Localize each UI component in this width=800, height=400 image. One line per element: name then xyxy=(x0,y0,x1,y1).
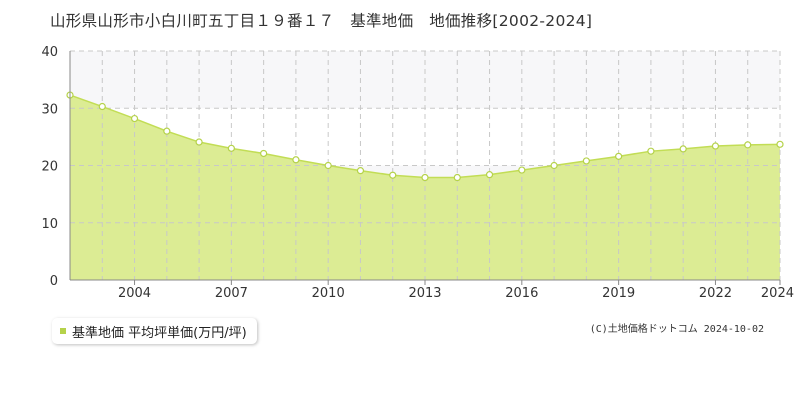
data-point xyxy=(582,157,590,165)
x-tick-label: 2004 xyxy=(118,286,151,301)
x-tick-label: 2019 xyxy=(602,286,635,301)
data-point xyxy=(453,173,461,182)
x-tick-label: 2016 xyxy=(505,286,538,301)
data-point xyxy=(98,102,106,111)
legend-label: 基準地価 平均坪単価(万円/坪) xyxy=(72,325,247,341)
data-point xyxy=(195,138,203,146)
y-tick-label: 0 xyxy=(50,274,58,289)
data-point xyxy=(421,173,429,182)
data-point xyxy=(647,147,655,155)
data-point xyxy=(550,161,558,170)
y-tick-label: 20 xyxy=(41,160,58,175)
data-point xyxy=(260,149,268,158)
data-point xyxy=(292,156,300,164)
legend-swatch xyxy=(60,328,66,334)
x-tick-label: 2024 xyxy=(761,286,794,301)
data-point xyxy=(711,142,720,150)
data-point xyxy=(324,161,332,170)
y-tick-label: 30 xyxy=(41,102,58,117)
data-point xyxy=(518,166,526,174)
x-tick-label: 2007 xyxy=(215,286,248,301)
data-point xyxy=(744,141,752,149)
copyright-text: (C)土地価格ドットコム 2024-10-02 xyxy=(589,324,764,335)
legend: 基準地価 平均坪単価(万円/坪) xyxy=(52,318,257,344)
data-point xyxy=(130,114,139,123)
data-point xyxy=(485,171,494,179)
x-tick-label: 2022 xyxy=(699,286,732,301)
data-point xyxy=(356,167,365,175)
data-point xyxy=(776,140,784,148)
data-point xyxy=(163,127,171,135)
y-tick-label: 10 xyxy=(41,217,58,232)
data-point xyxy=(389,171,397,179)
y-tick-label: 40 xyxy=(41,45,58,60)
data-point xyxy=(227,144,235,152)
chart-title: 山形県山形市小白川町五丁目１９番１７ 基準地価 地価推移[2002-2024] xyxy=(50,12,593,30)
data-point xyxy=(679,145,687,153)
x-tick-label: 2010 xyxy=(312,286,345,301)
data-point xyxy=(615,152,623,160)
x-tick-label: 2013 xyxy=(408,286,441,301)
